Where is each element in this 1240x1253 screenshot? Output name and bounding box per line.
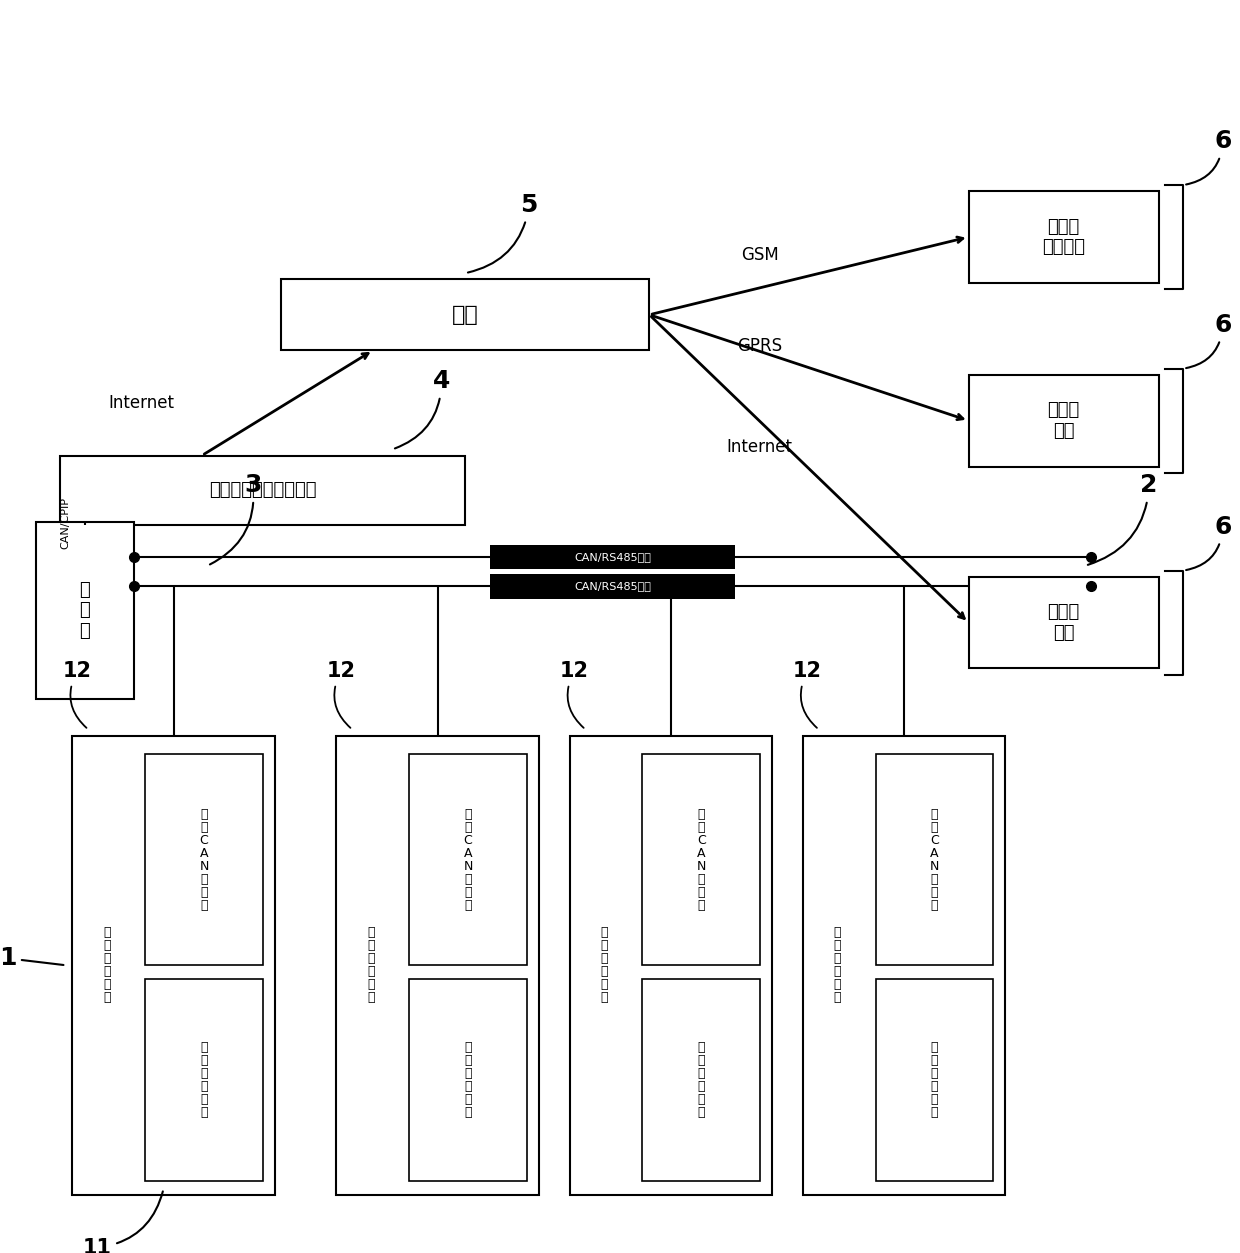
Text: 电
源
监
测
模
块: 电 源 监 测 模 块 (600, 926, 608, 1005)
Text: 第
二
微
控
制
器: 第 二 微 控 制 器 (201, 1041, 208, 1119)
Bar (875, 979, 993, 1182)
Text: 控
制
柜: 控 制 柜 (79, 580, 91, 640)
Bar (145, 979, 263, 1182)
Text: 第
五
C
A
N
收
发
器: 第 五 C A N 收 发 器 (200, 808, 208, 912)
Bar (490, 574, 735, 599)
Text: 6: 6 (1187, 129, 1231, 184)
Text: 第
二
微
控
制
器: 第 二 微 控 制 器 (464, 1041, 471, 1119)
Text: 6: 6 (1187, 313, 1231, 368)
Text: CAN/CPIP: CAN/CPIP (60, 497, 69, 549)
Text: 第
五
C
A
N
收
发
器: 第 五 C A N 收 发 器 (464, 808, 472, 912)
Text: 电
源
监
测
模
块: 电 源 监 测 模 块 (833, 926, 841, 1005)
Bar (802, 736, 1006, 1195)
Text: 4: 4 (394, 370, 450, 449)
Bar (875, 754, 993, 965)
Text: CAN/RS485分支: CAN/RS485分支 (574, 581, 651, 591)
Text: 5: 5 (467, 193, 538, 272)
Bar (36, 521, 134, 699)
Bar (642, 979, 760, 1182)
Text: GSM: GSM (742, 246, 779, 263)
Text: 客户端
电脑: 客户端 电脑 (1048, 603, 1080, 642)
Bar (409, 979, 527, 1182)
Text: 12: 12 (326, 662, 356, 728)
Text: 12: 12 (794, 662, 822, 728)
Bar (968, 192, 1159, 283)
Text: 3: 3 (210, 474, 262, 564)
Bar (968, 375, 1159, 466)
Text: Internet: Internet (727, 439, 792, 456)
Bar (145, 754, 263, 965)
Text: 客户端
平板电脑: 客户端 平板电脑 (1042, 218, 1085, 257)
Text: 第
五
C
A
N
收
发
器: 第 五 C A N 收 发 器 (930, 808, 939, 912)
Bar (642, 754, 760, 965)
Text: 12: 12 (559, 662, 589, 728)
Text: 12: 12 (62, 662, 92, 728)
Text: 本地用户信息传输模块: 本地用户信息传输模块 (208, 481, 316, 500)
Bar (409, 754, 527, 965)
Text: 第
五
C
A
N
收
发
器: 第 五 C A N 收 发 器 (697, 808, 706, 912)
Bar (281, 279, 650, 351)
Text: 客户端
手机: 客户端 手机 (1048, 401, 1080, 440)
Bar (490, 545, 735, 569)
Bar (336, 736, 539, 1195)
Text: CAN/RS485总线: CAN/RS485总线 (574, 553, 651, 563)
Text: 第
二
微
控
制
器: 第 二 微 控 制 器 (697, 1041, 706, 1119)
Text: 2: 2 (1087, 474, 1158, 565)
Text: Internet: Internet (109, 393, 175, 412)
Text: GPRS: GPRS (738, 337, 782, 356)
Bar (60, 456, 465, 525)
Text: 1: 1 (0, 946, 63, 970)
Text: 电
源
监
测
模
块: 电 源 监 测 模 块 (367, 926, 374, 1005)
Bar (569, 736, 773, 1195)
Text: 电
源
监
测
模
块: 电 源 监 测 模 块 (103, 926, 110, 1005)
Text: 6: 6 (1187, 515, 1231, 570)
Bar (968, 576, 1159, 669)
Text: 11: 11 (83, 1192, 162, 1253)
Bar (72, 736, 275, 1195)
Text: 云端: 云端 (451, 304, 479, 325)
Text: 第
二
微
控
制
器: 第 二 微 控 制 器 (931, 1041, 939, 1119)
